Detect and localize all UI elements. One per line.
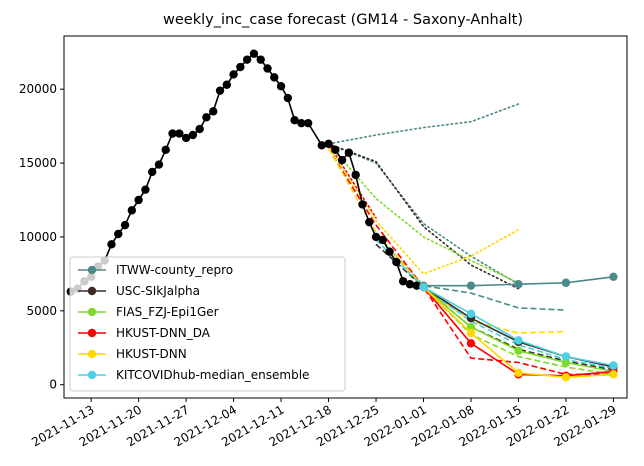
y-tick-label-4: 20000	[19, 82, 57, 96]
truth-point-14	[161, 145, 170, 154]
series-1-band-0	[375, 243, 614, 371]
truth-point-21	[209, 107, 218, 116]
legend-box	[69, 256, 346, 392]
y-tick-label-3: 15000	[19, 156, 57, 170]
plot-frame	[63, 35, 628, 399]
truth-point-28	[256, 55, 265, 64]
legend-marker-0	[87, 265, 97, 275]
truth-point-9	[127, 206, 137, 215]
series-3-band-0	[327, 147, 614, 376]
truth-point-7	[114, 229, 123, 239]
truth-point-22	[215, 86, 225, 95]
series-2-point-3	[561, 358, 571, 367]
series-2-point-2	[514, 346, 523, 355]
series-5-point-4	[609, 361, 618, 370]
truth-point-46	[385, 247, 394, 256]
truth-point-8	[120, 220, 130, 230]
legend-marker-3	[87, 328, 97, 338]
truth-point-32	[283, 93, 293, 103]
series-1-band-1	[327, 143, 520, 290]
series-4-point-3	[561, 373, 571, 382]
series-5-band-0	[375, 239, 614, 370]
truth-point-34	[297, 118, 306, 128]
truth-point-13	[154, 160, 164, 169]
truth-point-17	[181, 133, 191, 143]
truth-point-35	[303, 118, 313, 128]
truth-point-12	[147, 167, 157, 177]
legend-label-2: FIAS_FZJ-Epi1Ger	[116, 305, 219, 319]
truth-point-16	[175, 129, 184, 138]
series-0-band-1	[327, 103, 520, 145]
truth-point-19	[195, 124, 204, 134]
truth-point-25	[236, 62, 245, 72]
series-4-band-1	[327, 146, 520, 275]
truth-point-48	[398, 277, 408, 286]
series-4-point-4	[609, 370, 618, 379]
truth-line	[70, 52, 417, 293]
series-2-point-1	[466, 322, 476, 332]
plot-inner	[66, 49, 618, 382]
legend-label-3: HKUST-DNN_DA	[116, 326, 211, 340]
truth-point-47	[392, 257, 401, 267]
series-4-point-2	[514, 368, 523, 378]
series-0-point-2	[514, 280, 523, 289]
series-5-point-2	[514, 336, 523, 345]
truth-point-45	[378, 235, 388, 245]
series-0-band-0	[375, 233, 567, 311]
truth-point-38	[331, 145, 340, 154]
truth-point-49	[405, 280, 415, 289]
truth-point-41	[351, 170, 360, 180]
truth-point-33	[290, 116, 299, 125]
truth-point-42	[358, 200, 367, 209]
series-2-band-1	[327, 143, 520, 284]
series-5-point-3	[561, 352, 571, 361]
y-tick-label-0: 0	[49, 378, 57, 392]
legend-marker-5	[87, 370, 97, 380]
truth-point-50	[412, 281, 421, 290]
plot-area	[66, 49, 618, 382]
truth-point-26	[242, 55, 252, 64]
legend-marker-2	[87, 307, 97, 317]
truth-point-27	[249, 49, 259, 58]
truth-point-23	[222, 80, 231, 89]
truth-point-6	[107, 240, 116, 249]
series-4-band-0	[327, 147, 567, 334]
series-3-point-1	[466, 339, 476, 348]
legend-label-0: ITWW-county_repro	[116, 263, 233, 277]
legend-label-4: HKUST-DNN	[116, 347, 187, 361]
chart-title: weekly_inc_case forecast (GM14 - Saxony-…	[163, 12, 523, 28]
truth-point-18	[188, 130, 198, 140]
legend-marker-4	[87, 349, 97, 359]
truth-point-31	[276, 82, 286, 91]
series-1-line	[423, 286, 614, 368]
truth-point-39	[337, 155, 347, 165]
series-0-band-2	[327, 143, 520, 285]
truth-point-44	[371, 232, 381, 242]
truth-point-40	[344, 148, 354, 157]
y-tick-label-1: 5000	[26, 304, 57, 318]
series-0-point-1	[466, 281, 476, 290]
series-0-point-4	[609, 272, 618, 282]
legend: ITWW-county_repro USC-SIkJalpha FIAS_FZJ-E…	[69, 256, 346, 392]
truth-point-20	[202, 113, 211, 122]
truth-point-30	[270, 73, 279, 82]
series-4-point-1	[466, 328, 476, 338]
series-5-point-1	[466, 309, 476, 318]
y-tick-label-2: 10000	[19, 230, 57, 244]
series-3-band-1	[327, 143, 377, 219]
series-0-point-3	[561, 278, 571, 287]
truth-point-11	[141, 185, 150, 194]
truth-point-29	[263, 64, 272, 73]
legend-label-1: USC-SIkJalpha	[116, 284, 200, 298]
truth-point-36	[317, 141, 326, 150]
truth-point-10	[134, 195, 143, 205]
truth-point-15	[168, 129, 177, 138]
truth-point-37	[324, 139, 333, 149]
truth-point-43	[365, 217, 374, 227]
legend-marker-1	[87, 286, 97, 296]
legend-label-5: KITCOVIDhub-median_ensemble	[116, 368, 309, 382]
truth-point-24	[229, 70, 238, 79]
series-5-point-0	[419, 282, 428, 292]
